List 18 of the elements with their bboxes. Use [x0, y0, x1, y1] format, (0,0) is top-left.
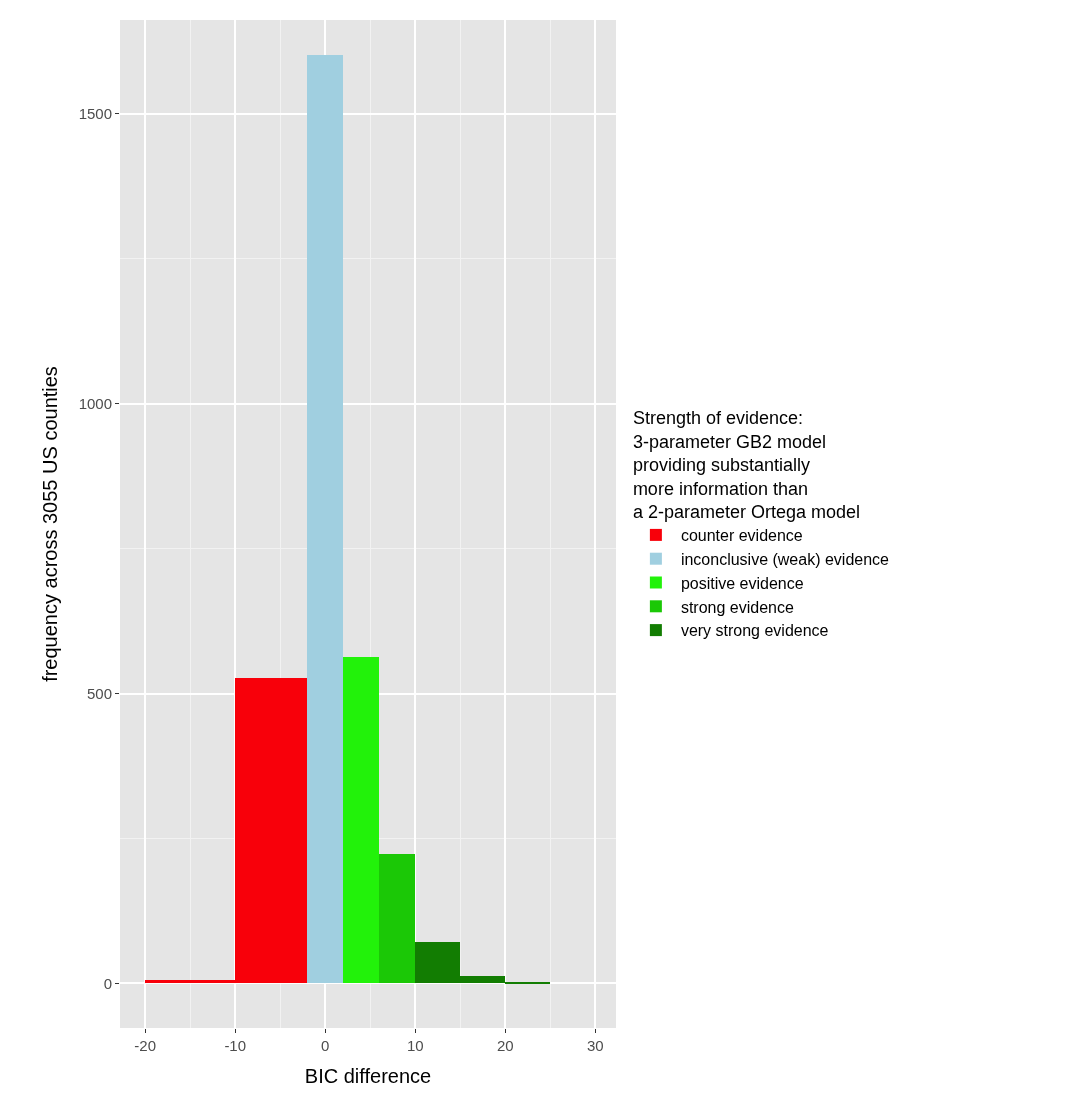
x-tick-label: 0: [321, 1037, 330, 1054]
legend-label: very strong evidence: [680, 622, 829, 640]
x-tick-label: 20: [496, 1037, 514, 1054]
x-tick-label: 30: [586, 1037, 604, 1054]
y-tick-label: 0: [103, 974, 112, 992]
y-tick-label: 500: [86, 684, 112, 702]
y-tick-label: 1000: [78, 394, 112, 412]
legend-label: positive evidence: [680, 574, 804, 592]
legend-label: inconclusive (weak) evidence: [680, 550, 890, 568]
x-tick-label: -20: [134, 1037, 157, 1054]
y-axis-title: frequency across 3055 US counties: [39, 366, 62, 682]
x-axis-title: BIC difference: [304, 1064, 432, 1087]
x-tick-label: 10: [406, 1037, 424, 1054]
legend-title: Strength of evidence: 3-parameter GB2 model providing substantially more information than a 2-parameter Ortega model: [632, 408, 860, 522]
x-tick-label: -10: [224, 1037, 247, 1054]
y-tick-label: 1500: [78, 105, 112, 123]
legend-label: counter evidence: [680, 527, 803, 545]
legend-label: strong evidence: [680, 598, 794, 616]
